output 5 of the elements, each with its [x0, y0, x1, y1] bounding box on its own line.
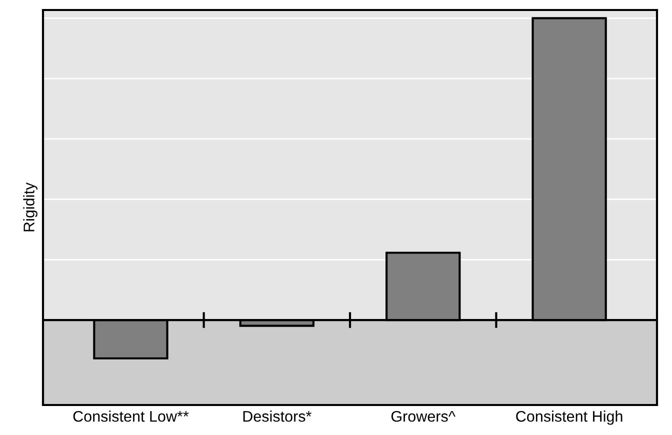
y-axis-title: Rigidity — [23, 182, 38, 232]
x-tick-label: Consistent Low** — [73, 410, 189, 422]
x-tick-label: Consistent High — [516, 410, 622, 425]
x-tick-label: Desistors* — [243, 410, 312, 422]
x-tick-label: Growers^ — [391, 410, 456, 422]
